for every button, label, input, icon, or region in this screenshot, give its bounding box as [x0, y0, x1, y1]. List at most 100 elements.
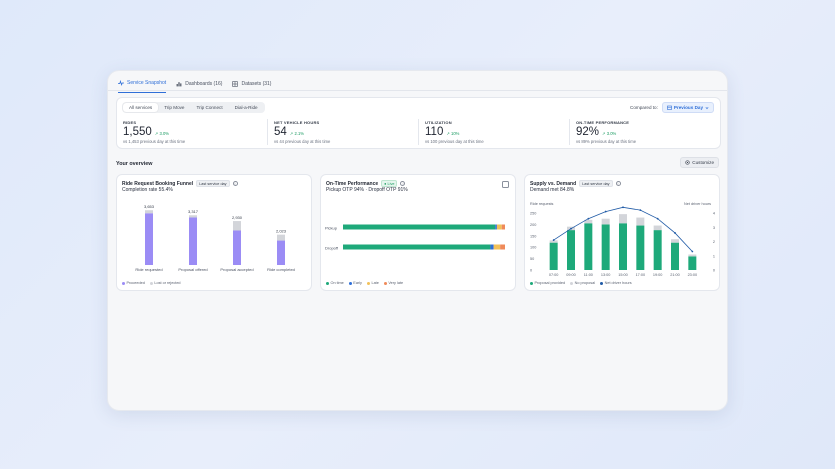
tab-service-snapshot[interactable]: Service Snapshot: [118, 77, 167, 93]
net-driver-hours-point: [674, 232, 676, 234]
funnel-legend: Proceeded Lost or rejected: [122, 281, 181, 285]
kpi-comparison: vs 89% previous day at this time: [576, 139, 637, 144]
funnel-bar-proceeded: [233, 230, 241, 265]
legend-item: Lost or rejected: [149, 281, 181, 285]
card-title: On-Time Performance ● Live i: [326, 180, 406, 187]
gear-icon: [685, 160, 690, 165]
segment-trip-move[interactable]: Trip Move: [164, 105, 185, 110]
segment-dial-a-ride[interactable]: Dial-a-Ride: [234, 105, 258, 110]
service-segmented-control: All services Trip Move Trip Connect Dial…: [122, 102, 265, 113]
card-title: Ride Request Booking Funnel Last service…: [122, 180, 238, 187]
supply-bar-no-proposal: [636, 217, 645, 226]
kpi-on-time-performance[interactable]: ON-TIME PERFORMANCE 92% ↗ 3.0% vs 89% pre…: [569, 119, 720, 145]
live-badge: ● Live: [381, 180, 398, 187]
compared-label: Compared to:: [630, 105, 658, 110]
activity-icon: [118, 80, 124, 86]
x-tick-label: 07:00: [549, 273, 559, 277]
otp-card[interactable]: On-Time Performance ● Live i Pickup OTP …: [320, 174, 516, 291]
supply-subtitle: Demand met 84.8%: [530, 187, 575, 193]
supply-bar-no-proposal: [619, 214, 627, 224]
legend-item: Proposal provided: [530, 281, 565, 285]
otp-bar-on-time: [343, 224, 496, 230]
y-tick-left: 0: [530, 269, 532, 273]
legend-item: Very late: [383, 281, 403, 285]
right-axis-title: Net driver hours: [684, 202, 711, 206]
otp-legend: On time Early Late Very late: [326, 281, 403, 285]
net-driver-hours-point: [570, 227, 572, 230]
otp-bar-very-late: [501, 224, 505, 230]
kpi-comparison: vs 44 previous day at this time: [274, 139, 331, 144]
segment-trip-connect[interactable]: Trip Connect: [196, 105, 223, 110]
net-driver-hours-point: [604, 210, 607, 213]
supply-bar-provided: [636, 225, 645, 270]
tab-datasets[interactable]: Datasets (31): [232, 77, 271, 93]
legend-item: Early: [348, 281, 362, 285]
kpi-rides[interactable]: RIDES 1,550 ↗ 3.0% vs 1,453 previous day …: [117, 119, 267, 145]
y-tick-right: 3: [713, 226, 715, 230]
otp-bar-very-late: [500, 244, 505, 250]
x-tick-label: 23:00: [688, 273, 698, 277]
kpi-delta: ↗ 2.1%: [289, 131, 305, 136]
supply-bar-provided: [671, 242, 679, 270]
legend-item: Proceeded: [122, 281, 145, 285]
kpi-net-vehicle-hours[interactable]: NET VEHICLE HOURS 54 ↗ 2.1% vs 44 previou…: [267, 119, 418, 145]
segment-all-services[interactable]: All services: [123, 103, 159, 112]
net-driver-hours-point: [587, 217, 590, 220]
x-tick-label: 13:00: [601, 273, 611, 277]
external-link-icon[interactable]: [502, 181, 509, 188]
tab-bar: Service Snapshot Dashboards (16) Dataset…: [118, 77, 271, 93]
chevron-down-icon: [705, 106, 709, 109]
supply-bar-no-proposal: [688, 254, 697, 257]
funnel-title: Ride Request Booking Funnel: [122, 180, 194, 187]
info-icon[interactable]: i: [232, 181, 238, 186]
tab-label: Datasets (31): [241, 80, 272, 87]
otp-bar-on-time: [343, 244, 491, 250]
info-icon[interactable]: i: [400, 181, 406, 186]
net-driver-hours-point: [552, 239, 555, 241]
y-tick-left: 50: [530, 257, 534, 261]
tab-dashboards[interactable]: Dashboards (16): [176, 77, 222, 93]
funnel-bar-proceeded: [189, 217, 197, 265]
funnel-card[interactable]: Ride Request Booking Funnel Last service…: [116, 174, 312, 291]
kpi-label: ON-TIME PERFORMANCE: [576, 120, 630, 125]
supply-legend: Proposal provided No proposal Net driver…: [530, 281, 632, 285]
status-badge: Last service day: [196, 180, 230, 187]
y-tick-right: 0: [713, 269, 715, 273]
kpi-comparison: vs 100 previous day at this time: [425, 139, 484, 144]
supply-card[interactable]: Supply vs. Demand Last service day i Dem…: [524, 174, 720, 291]
supply-bar-provided: [688, 256, 697, 270]
funnel-category-label: Ride requested: [135, 267, 162, 272]
kpi-row: RIDES 1,550 ↗ 3.0% vs 1,453 previous day …: [117, 119, 720, 145]
y-tick-left: 250: [530, 212, 536, 216]
supply-bar-no-proposal: [584, 219, 593, 224]
supply-bar-no-proposal: [601, 218, 610, 225]
funnel-value-label: 2,023: [276, 229, 287, 234]
customize-label: Customize: [692, 160, 714, 165]
y-tick-left: 200: [530, 223, 536, 227]
funnel-bar-proceeded: [277, 240, 285, 265]
kpi-label: NET VEHICLE HOURS: [274, 120, 320, 125]
kpi-value: 1,550: [123, 126, 152, 138]
funnel-value-label: 3,317: [188, 209, 199, 214]
kpi-delta: ↗ 3.0%: [602, 131, 617, 136]
net-driver-hours-point: [622, 206, 624, 209]
supply-bar-provided: [584, 223, 593, 270]
legend-item: No proposal: [570, 281, 595, 285]
kpi-panel: All services Trip Move Trip Connect Dial…: [116, 97, 721, 149]
kpi-delta: ↗ 3.0%: [154, 131, 169, 136]
customize-button[interactable]: Customize: [680, 157, 719, 168]
info-icon[interactable]: i: [615, 181, 621, 186]
kpi-utilization[interactable]: UTILIZATION 110 ↗ 10% vs 100 previous day…: [418, 119, 569, 145]
card-title: Supply vs. Demand Last service day i: [530, 180, 621, 187]
net-driver-hours-point: [656, 217, 659, 220]
y-tick-left: 100: [530, 246, 536, 250]
otp-bar-late: [493, 244, 501, 250]
otp-bar-early: [490, 244, 494, 250]
app-window: Service Snapshot Dashboards (16) Dataset…: [107, 70, 728, 411]
compared-dropdown[interactable]: Previous Day: [661, 102, 714, 113]
supply-bar-provided: [567, 230, 575, 270]
x-tick-label: 19:00: [653, 273, 663, 277]
left-axis-title: Ride requests: [530, 202, 554, 206]
funnel-value-label: 3,653: [144, 204, 155, 209]
supply-bar-provided: [601, 224, 610, 270]
